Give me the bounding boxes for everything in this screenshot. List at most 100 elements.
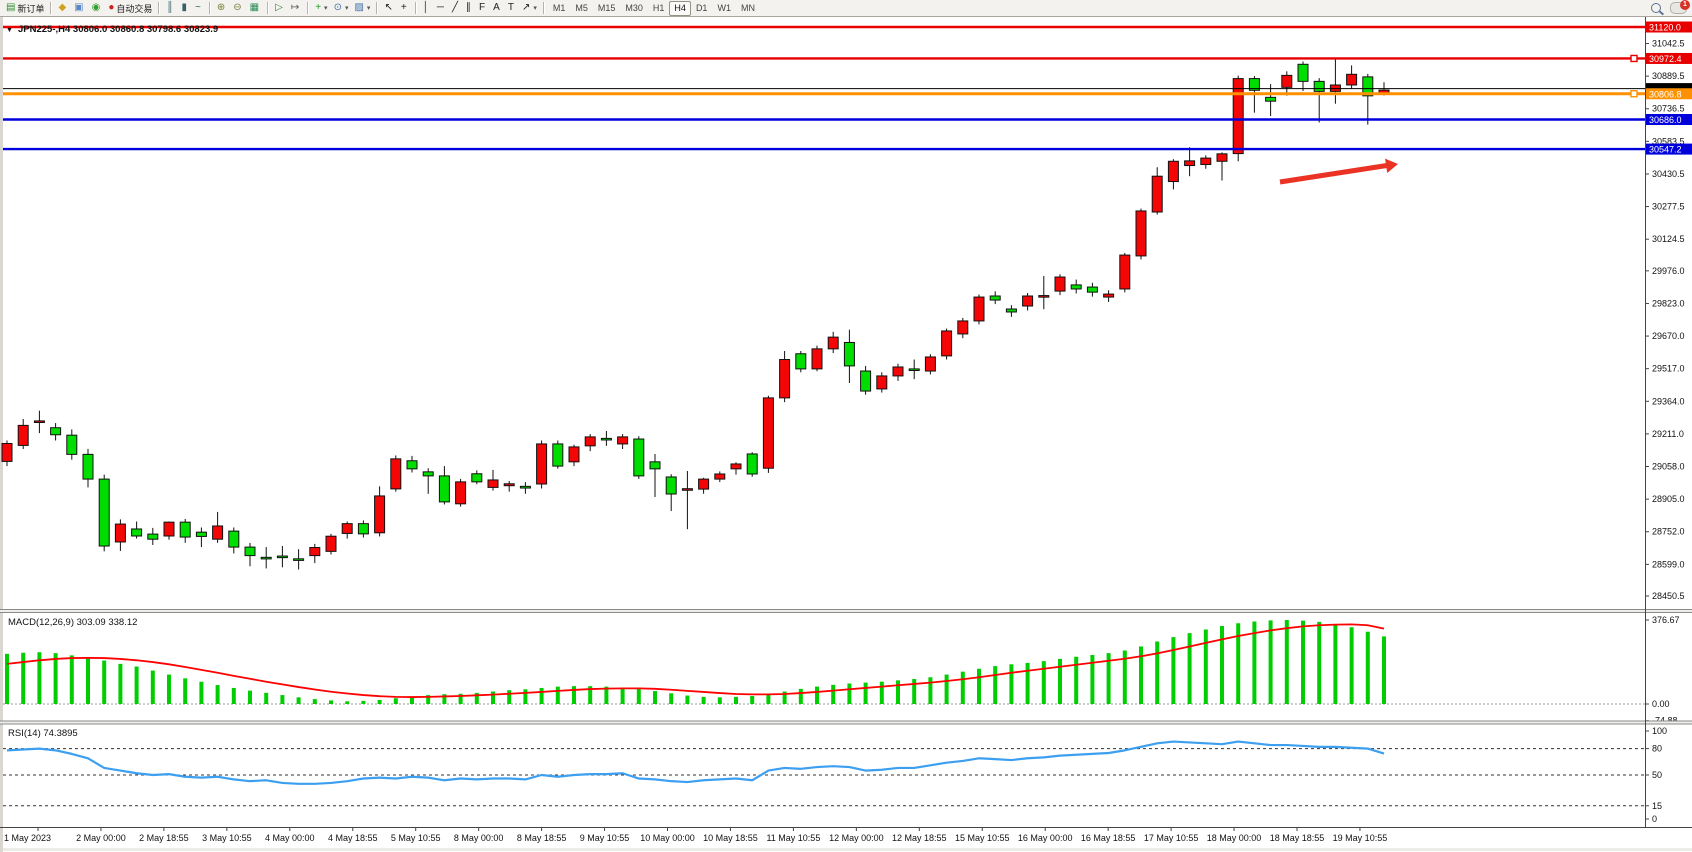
svg-text:29517.0: 29517.0 [1652, 364, 1685, 374]
window-edge [0, 848, 1692, 851]
candles[interactable] [1, 58, 1390, 570]
macd-label: MACD(12,26,9) 303.09 338.12 [8, 617, 137, 628]
svg-text:29976.0: 29976.0 [1652, 266, 1685, 276]
svg-text:4 May 18:55: 4 May 18:55 [328, 833, 378, 843]
horizontal-line-button[interactable]: ─ [434, 1, 449, 15]
svg-text:30889.5: 30889.5 [1652, 71, 1685, 81]
notifications-icon[interactable]: 1 [1670, 0, 1690, 14]
timeframe-m15[interactable]: M15 [597, 3, 616, 13]
arrows-button[interactable]: ↗ ▾ [519, 1, 540, 15]
timeframe-m30[interactable]: M30 [625, 3, 643, 13]
svg-text:2 May 18:55: 2 May 18:55 [139, 833, 189, 843]
svg-text:30736.5: 30736.5 [1652, 104, 1685, 114]
chart-background [0, 16, 1692, 848]
text-button[interactable]: A [490, 1, 505, 15]
label-icon: T [507, 2, 514, 13]
svg-text:29211.0: 29211.0 [1652, 429, 1684, 439]
candlestick-chart-button[interactable]: ▮ [179, 1, 193, 15]
crosshair-button[interactable]: + [398, 1, 412, 15]
svg-text:376.67: 376.67 [1652, 615, 1680, 625]
zoom-out-button[interactable]: ⊖ [230, 1, 246, 15]
trendline-icon: ╱ [452, 2, 459, 13]
auto-scroll-button[interactable]: ▷ [272, 1, 288, 15]
bar-chart-icon: ║ [166, 2, 174, 13]
chart-shift-button[interactable]: ↦ [288, 1, 304, 15]
text-icon: A [493, 2, 500, 13]
collapse-icon[interactable]: ▼ [6, 27, 13, 34]
chevron-down-icon: ▾ [533, 5, 537, 12]
svg-text:12 May 18:55: 12 May 18:55 [892, 833, 947, 843]
bar-chart-button[interactable]: ║ [163, 1, 178, 15]
candlestick-chart-icon: ▮ [181, 2, 188, 13]
zoom-out-icon: ⊖ [233, 2, 242, 13]
styles-button[interactable]: ◆ [55, 1, 71, 15]
svg-text:29364.0: 29364.0 [1652, 396, 1685, 406]
level-lines[interactable]: 31120.0 30972.4 30806.8 30686.0 30547.2 [3, 21, 1692, 155]
tile-windows-button[interactable]: ▦ [247, 1, 264, 15]
toolbar-separator [542, 2, 545, 14]
periods-icon: ⊙ [333, 2, 342, 13]
timeframe-d1[interactable]: D1 [695, 3, 708, 13]
svg-text:12 May 00:00: 12 May 00:00 [829, 833, 884, 843]
svg-text:11 May 10:55: 11 May 10:55 [766, 833, 820, 843]
chevron-down-icon: ▾ [324, 5, 328, 12]
cursor-icon: ↖ [384, 2, 393, 13]
toolbar: ▤ 新订单 ◆ ▣ ◉ ● 自动交易 ║ ▮ ~ ⊕ ⊖ ▦ ▷ ↦ + ▾ ⊙ ▾ ▨ ▾ ↖ + │ ─ ╱ ∥ F A T ↗ ▾ M1… [0, 0, 1692, 17]
rsi-label: RSI(14) 74.3895 [8, 728, 78, 739]
line-chart-button[interactable]: ~ [192, 1, 206, 15]
svg-text:2 May 00:00: 2 May 00:00 [76, 833, 126, 843]
svg-text:0: 0 [1652, 814, 1657, 824]
svg-text:30583.5: 30583.5 [1652, 136, 1685, 146]
chart-shift-icon: ↦ [290, 2, 300, 13]
svg-text:50: 50 [1652, 770, 1662, 780]
toolbar-separator [267, 2, 270, 14]
rsi-panel: 100 80 50 15 0 RSI(14) 74.3895 [3, 726, 1667, 824]
signals-button[interactable]: ◉ [89, 1, 106, 15]
price-chart[interactable]: 376.670.00-74.88MACD(12,26,9) 303.09 338… [0, 16, 1692, 852]
channel-icon: ∥ [466, 2, 472, 13]
arrow-annotation[interactable] [1279, 158, 1398, 185]
templates-icon: ▨ [354, 2, 364, 13]
profiles-button[interactable]: ▣ [71, 1, 88, 15]
styles-icon: ◆ [58, 2, 67, 13]
svg-text:15: 15 [1652, 801, 1662, 811]
channel-button[interactable]: ∥ [463, 1, 476, 15]
search-icon[interactable] [1651, 3, 1661, 13]
svg-text:30972.4: 30972.4 [1649, 54, 1682, 64]
timeframe-m5[interactable]: M5 [575, 3, 588, 13]
timeframe-h4[interactable]: H4 [669, 0, 691, 16]
svg-text:100: 100 [1652, 726, 1667, 736]
chart-window[interactable]: 376.670.00-74.88MACD(12,26,9) 303.09 338… [0, 16, 1692, 852]
svg-text:16 May 18:55: 16 May 18:55 [1081, 833, 1136, 843]
price-axis[interactable]: 31042.5 30889.5 30736.5 30583.5 30430.5 30277… [1646, 39, 1685, 601]
zoom-in-button[interactable]: ⊕ [214, 1, 230, 15]
svg-text:28752.0: 28752.0 [1652, 527, 1685, 537]
svg-text:30547.2: 30547.2 [1649, 145, 1682, 155]
svg-text:29823.0: 29823.0 [1652, 298, 1685, 308]
cursor-button[interactable]: ↖ [381, 1, 397, 15]
timeframe-w1[interactable]: W1 [717, 3, 731, 13]
svg-text:5 May 10:55: 5 May 10:55 [391, 833, 441, 843]
time-axis[interactable]: 1 May 2023 2 May 00:00 2 May 18:55 3 May 10… [4, 828, 1387, 843]
trendline-button[interactable]: ╱ [449, 1, 463, 15]
auto-trading-button[interactable]: ● 自动交易 [105, 1, 155, 15]
crosshair-icon: + [400, 2, 407, 13]
fibonacci-icon: F [479, 2, 486, 13]
timeframe-mn[interactable]: MN [740, 3, 755, 13]
indicators-button[interactable]: + ▾ [312, 1, 330, 15]
toolbar-right: 1 [1651, 0, 1690, 15]
fibonacci-button[interactable]: F [476, 1, 490, 15]
timeframe-h1[interactable]: H1 [652, 3, 665, 13]
horizontal-line-icon: ─ [436, 2, 445, 13]
svg-text:1 May 2023: 1 May 2023 [4, 833, 51, 843]
new-order-icon: ▤ [6, 2, 16, 13]
svg-text:15 May 10:55: 15 May 10:55 [955, 833, 1010, 843]
label-button[interactable]: T [505, 1, 519, 15]
toolbar-separator [307, 2, 310, 14]
timeframe-m1[interactable]: M1 [552, 3, 566, 13]
vertical-line-button[interactable]: │ [420, 1, 434, 15]
periods-button[interactable]: ⊙ ▾ [331, 1, 352, 15]
templates-button[interactable]: ▨ ▾ [351, 1, 373, 15]
new-order-button[interactable]: ▤ 新订单 [3, 1, 47, 15]
